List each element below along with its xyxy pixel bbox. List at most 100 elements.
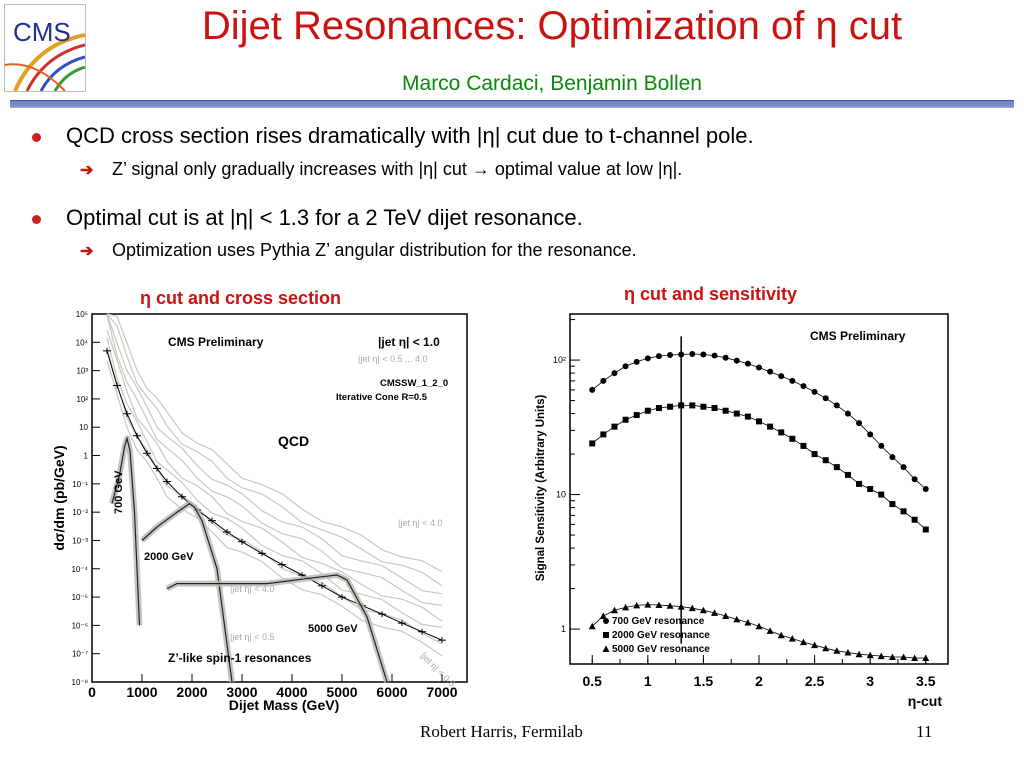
x-tick-label: 0.5 (583, 673, 603, 689)
y-tick-label: 10⁴ (76, 338, 89, 347)
y-tick-label: 10 (79, 423, 88, 432)
data-point (622, 603, 630, 611)
data-point (711, 352, 718, 359)
data-point (767, 423, 774, 430)
data-point (633, 358, 640, 365)
y-tick-label: 1 (84, 452, 89, 461)
data-point (588, 622, 596, 630)
right-figure-caption: η cut and sensitivity (624, 284, 798, 304)
legend-label: 700 GeV resonance (612, 616, 705, 627)
data-point (811, 451, 818, 458)
x-tick-label: 7000 (426, 684, 457, 700)
bullet-2-text: Optimal cut is at |η| < 1.3 for a 2 TeV … (66, 205, 583, 230)
x-tick-label: 1.5 (694, 673, 714, 689)
sensitivity-chart: 0.5 1 1.5 2 2.5 3 3.5 1 10 10² CMS Preliminary 70… (535, 313, 949, 709)
series-2000 GeV resonance (589, 402, 929, 533)
data-point (602, 645, 610, 652)
data-point (678, 351, 685, 358)
x-tick-label: 4000 (276, 684, 307, 700)
bullet-dot-icon (32, 133, 41, 142)
data-point (800, 383, 807, 390)
legend-label: 2000 GeV resonance (612, 630, 710, 641)
data-point (844, 471, 851, 478)
bullet-dot-icon (32, 215, 41, 224)
data-point (799, 638, 807, 646)
x-tick-label: 2.5 (805, 673, 825, 689)
x-tick-label: 3000 (226, 684, 257, 700)
qcd-curve-eta-1.5 (106, 337, 443, 628)
signal-curves (109, 435, 390, 683)
x-axis-label: η-cut (908, 693, 943, 709)
data-point (767, 368, 774, 375)
data-point (722, 612, 730, 620)
slide-subtitle: Marco Cardaci, Benjamin Bollen (402, 72, 702, 95)
data-point (888, 653, 896, 661)
signal-curve-700 GeV (111, 436, 141, 626)
qcd-curves (103, 313, 446, 657)
data-point (610, 606, 618, 614)
data-point (922, 654, 930, 661)
x-tick-label: 3 (866, 673, 874, 689)
data-point (856, 420, 863, 427)
cms-preliminary-label: CMS Preliminary (810, 329, 906, 343)
page-number: 11 (916, 722, 933, 741)
data-point (822, 644, 830, 652)
data-point (733, 357, 740, 364)
data-point (833, 402, 840, 409)
x-tick-label: 1 (644, 673, 652, 689)
y-tick-label: 1 (561, 624, 566, 634)
plot-frame (91, 313, 468, 683)
footer-author: Robert Harris, Fermilab (420, 722, 583, 741)
data-point (900, 508, 907, 515)
data-point (811, 388, 818, 395)
x-tick-label: 2000 (176, 684, 207, 700)
data-point (866, 651, 874, 659)
y-tick-label: 10² (76, 395, 88, 404)
qcd-curve-eta-3.5 (106, 313, 443, 587)
data-point (922, 526, 929, 533)
bullet-1-text: QCD cross section rises dramatically wit… (66, 123, 754, 148)
data-point (833, 464, 840, 471)
data-point (644, 601, 652, 608)
x-tick-label: 0 (88, 684, 96, 700)
x-tick-label: 6000 (376, 684, 407, 700)
data-point (589, 440, 596, 447)
algorithm-label: Iterative Cone R=0.5 (336, 392, 428, 403)
y-tick-label: 10³ (76, 367, 88, 376)
data-point (789, 377, 796, 384)
data-point (766, 627, 774, 634)
data-point (655, 405, 662, 412)
data-point (811, 641, 819, 649)
data-point (599, 612, 607, 620)
data-point (699, 606, 707, 614)
eta-cut-40-label-b: |jet η| < 4.0 (230, 584, 274, 594)
data-point (667, 352, 674, 359)
y-tick-label: 10⁻² (72, 508, 88, 517)
software-label: CMSSW_1_2_0 (380, 378, 448, 389)
header-divider (10, 100, 1014, 108)
sub-bullet-2-text: Optimization uses Pythia Z’ angular dist… (112, 240, 637, 260)
left-figure-caption: η cut and cross section (140, 288, 342, 308)
data-point (844, 410, 851, 417)
cms-preliminary-label: CMS Preliminary (168, 335, 264, 349)
data-point (911, 516, 918, 523)
data-point (878, 491, 885, 498)
data-point (667, 403, 674, 410)
data-point (744, 618, 752, 626)
data-point (733, 615, 741, 623)
data-point (722, 354, 729, 361)
y-tick-label: 10⁻⁶ (72, 621, 88, 630)
data-point (600, 431, 607, 438)
data-point (789, 435, 796, 442)
logo-text: CMS (13, 17, 71, 47)
signal-curve-2000 GeV (141, 502, 233, 683)
legend: 700 GeV resonance 2000 GeV resonance 5000 … (602, 616, 710, 655)
y-axis-label: Signal Sensitivity (Arbitrary Units) (535, 395, 547, 582)
cross-section-chart: 0 1000 2000 3000 4000 5000 6000 7000 10⁻⁸ 10⁻⁷ 10⁻… (51, 310, 468, 713)
data-point (856, 480, 863, 487)
qcd-curve-eta-2 (106, 329, 443, 622)
data-point (711, 609, 719, 616)
data-point (822, 395, 829, 402)
data-point (677, 603, 685, 610)
cms-logo-graphic: CMS (5, 17, 85, 91)
